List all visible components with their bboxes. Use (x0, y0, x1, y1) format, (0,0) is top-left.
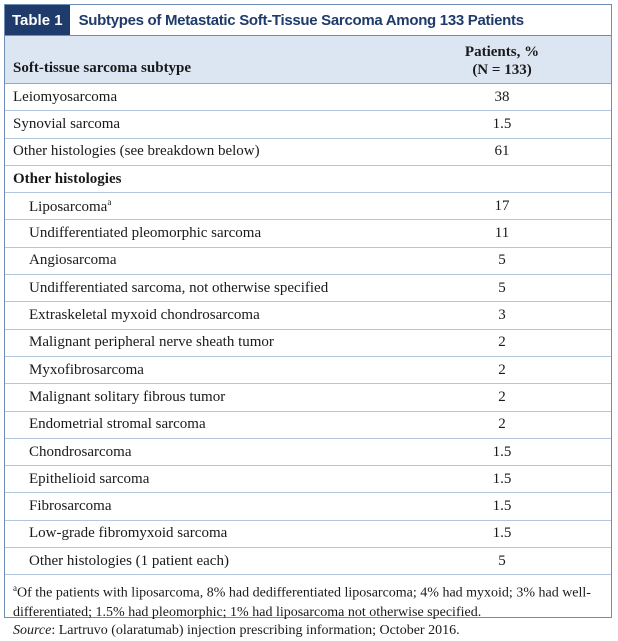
row-value: 17 (494, 197, 510, 214)
row-label-text: Liposarcoma (29, 198, 108, 215)
row-label: Myxofibrosarcoma (5, 362, 393, 379)
row-value: 5 (498, 279, 506, 296)
row-label-text: Undifferentiated sarcoma, not otherwise … (29, 279, 329, 296)
row-label: Synovial sarcoma (5, 116, 393, 133)
row-label: Malignant peripheral nerve sheath tumor (5, 334, 393, 351)
section-label: Other histologies (13, 170, 122, 187)
row-label: Angiosarcoma (5, 252, 393, 269)
row-label-text: Myxofibrosarcoma (29, 361, 144, 378)
row-value: 5 (498, 552, 506, 569)
row-label-text: Leiomyosarcoma (13, 88, 118, 105)
row-label: Undifferentiated pleomorphic sarcoma (5, 225, 393, 242)
table-body: Leiomyosarcoma 38 Synovial sarcoma 1.5 Other… (5, 84, 611, 576)
row-value: 61 (494, 143, 510, 160)
row-label: Other histologies (1 patient each) (5, 553, 393, 570)
row-label: Endometrial stromal sarcoma (5, 416, 393, 433)
source: Source: Lartruvo (olaratumab) injection … (13, 622, 603, 641)
row-label: Chondrosarcoma (5, 444, 393, 461)
row-label-text: Endometrial stromal sarcoma (29, 416, 206, 433)
row-label: Leiomyosarcoma (5, 89, 393, 106)
row-label: Other histologies (see breakdown below) (5, 143, 393, 160)
footnote: aOf the patients with liposarcoma, 8% ha… (13, 579, 603, 622)
row-value: 1.5 (492, 115, 512, 132)
row-value: 1.5 (492, 470, 512, 487)
table-row: Leiomyosarcoma 38 (5, 84, 611, 112)
row-value: 38 (494, 88, 510, 105)
row-value: 2 (498, 361, 506, 378)
table-row: Extraskeletal myxoid chondrosarcoma 3 (5, 302, 611, 330)
footnote-marker: a (107, 196, 112, 207)
table-row: Endometrial stromal sarcoma 2 (5, 412, 611, 439)
row-label-text: Other histologies (1 patient each) (29, 552, 229, 569)
table-row: Chondrosarcoma 1.5 (5, 439, 611, 467)
row-value: 3 (498, 307, 506, 324)
footnote-marker: a (13, 583, 17, 594)
row-label-text: Epithelioid sarcoma (29, 470, 150, 487)
row-label: Low-grade fibromyxoid sarcoma (5, 525, 393, 542)
row-label-text: Synovial sarcoma (13, 115, 121, 132)
table-row: Fibrosarcoma 1.5 (5, 493, 611, 521)
row-value: 1.5 (492, 443, 512, 460)
table-row: Myxofibrosarcoma 2 (5, 357, 611, 385)
table-card: Table 1 Subtypes of Metastatic Soft-Tiss… (4, 4, 612, 638)
table-row: Undifferentiated sarcoma, not otherwise … (5, 275, 611, 303)
row-value: 2 (498, 388, 506, 405)
column-label-line: (N = 133) (472, 61, 532, 78)
row-label-text: Malignant peripheral nerve sheath tumor (29, 334, 274, 351)
row-label-text: Other histologies (see breakdown below) (13, 143, 260, 160)
row-label-text: Angiosarcoma (29, 252, 117, 269)
table-row: Malignant peripheral nerve sheath tumor 2 (5, 330, 611, 357)
column-label-line: Patients, % (464, 43, 540, 60)
row-value: 1.5 (492, 525, 512, 542)
table-row: Epithelioid sarcoma 1.5 (5, 466, 611, 494)
table-row: Liposarcomaa 17 (5, 193, 611, 221)
row-label-text: Extraskeletal myxoid chondrosarcoma (29, 307, 260, 324)
table-title: Subtypes of Metastatic Soft-Tissue Sarco… (78, 11, 524, 29)
row-label: Epithelioid sarcoma (5, 471, 393, 488)
column-label: Soft-tissue sarcoma subtype (13, 60, 192, 76)
row-label: Malignant solitary fibrous tumor (5, 389, 393, 406)
column-header: Soft-tissue sarcoma subtype Patients, % … (5, 36, 611, 84)
row-label: Fibrosarcoma (5, 498, 393, 515)
table-tag: Table 1 (5, 5, 70, 35)
row-value: 2 (498, 416, 506, 433)
row-label-text: Fibrosarcoma (29, 498, 112, 515)
footnote-text: Of the patients with liposarcoma, 8% had… (13, 586, 591, 620)
table-row: Other histologies (see breakdown below) 6… (5, 139, 611, 166)
row-value: 5 (498, 252, 506, 269)
table-row: Low-grade fibromyxoid sarcoma 1.5 (5, 521, 611, 549)
source-text: : Lartruvo (olaratumab) injection prescr… (51, 623, 460, 638)
row-label: Liposarcomaa (5, 197, 393, 216)
row-label-text: Undifferentiated pleomorphic sarcoma (29, 225, 262, 242)
table-header: Table 1 Subtypes of Metastatic Soft-Tiss… (5, 5, 611, 36)
row-value: 11 (494, 225, 510, 242)
table-row: Synovial sarcoma 1.5 (5, 111, 611, 139)
row-value: 2 (498, 334, 506, 351)
source-label: Source (13, 623, 52, 638)
row-label: Extraskeletal myxoid chondrosarcoma (5, 307, 393, 324)
row-label-text: Low-grade fibromyxoid sarcoma (29, 525, 228, 542)
row-label-text: Malignant solitary fibrous tumor (29, 388, 226, 405)
section-row: Other histologies (5, 166, 611, 194)
footnotes: aOf the patients with liposarcoma, 8% ha… (5, 575, 611, 640)
table-row: Undifferentiated pleomorphic sarcoma 11 (5, 220, 611, 248)
row-label: Undifferentiated sarcoma, not otherwise … (5, 280, 393, 297)
column-label: Patients, % (N = 133) (393, 36, 611, 83)
row-value: 1.5 (492, 498, 512, 515)
table-row: Malignant solitary fibrous tumor 2 (5, 384, 611, 412)
table-row: Other histologies (1 patient each) 5 (5, 548, 611, 576)
table-row: Angiosarcoma 5 (5, 248, 611, 276)
row-label-text: Chondrosarcoma (29, 443, 132, 460)
